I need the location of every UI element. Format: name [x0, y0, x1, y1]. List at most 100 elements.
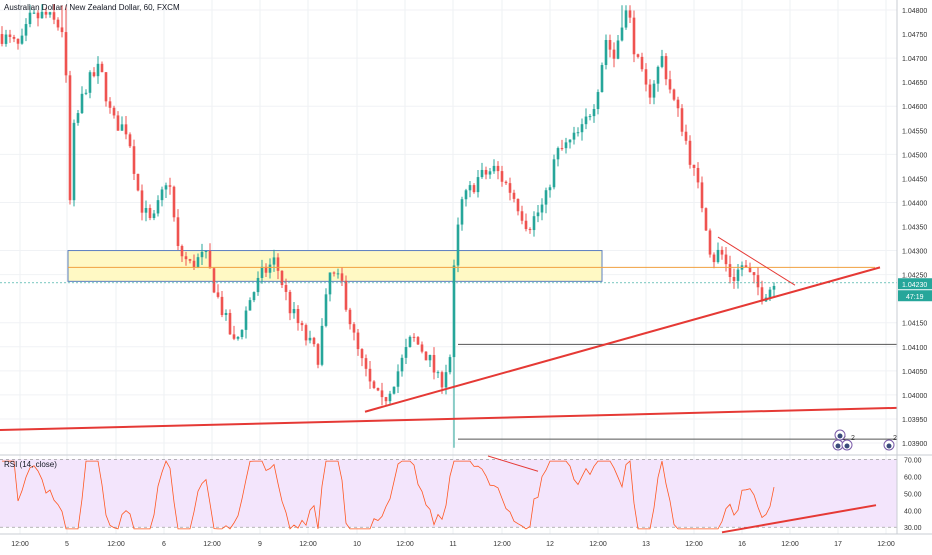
candle [100, 61, 104, 73]
candle-body [20, 35, 24, 44]
candle [520, 205, 524, 225]
event-badge-dot [886, 443, 892, 449]
candle [180, 244, 184, 263]
price-tick-label: 1.04250 [902, 273, 927, 280]
candle-body [28, 12, 32, 25]
candle-body [460, 199, 464, 225]
candle [184, 251, 188, 266]
candle-body [620, 27, 624, 41]
candle-body [380, 390, 384, 398]
candle [284, 278, 288, 301]
candle [532, 211, 536, 237]
candle-body [340, 273, 344, 281]
candle [296, 305, 300, 331]
candle [484, 166, 488, 180]
candle [12, 34, 16, 43]
countdown-label: 47:19 [906, 294, 924, 301]
candle [384, 396, 388, 406]
candle [128, 132, 132, 149]
candle [516, 198, 520, 216]
rsi-tick-label: 30.00 [904, 525, 922, 532]
candle-body [16, 38, 20, 44]
rsi-line [2, 460, 775, 530]
candle-body [672, 89, 676, 100]
candle [488, 167, 492, 179]
candle-body [36, 12, 40, 19]
candle-body [96, 63, 100, 77]
event-badges[interactable]: 222 [832, 429, 897, 451]
candle [736, 264, 740, 289]
candle-body [528, 229, 532, 231]
drawn-lines[interactable] [0, 236, 898, 440]
candle-body [556, 148, 560, 160]
candle [380, 382, 384, 406]
candle-body [216, 292, 220, 297]
candle [120, 116, 124, 131]
resistance-zone[interactable] [67, 250, 603, 282]
candle-body [428, 354, 432, 361]
candle-body [576, 132, 580, 134]
candle [96, 56, 100, 84]
candle-body [664, 56, 668, 80]
candle [208, 243, 212, 269]
candle-body [476, 177, 480, 193]
candle-body [720, 249, 724, 255]
candle-body [432, 354, 436, 373]
candle [720, 246, 724, 260]
candle-body [132, 146, 136, 174]
candle-body [296, 308, 300, 324]
candle [0, 26, 4, 47]
candle-body [180, 245, 184, 257]
candle [456, 217, 460, 273]
candle-body [520, 211, 524, 221]
candle-body [300, 323, 304, 326]
candle-body [60, 27, 64, 33]
candle [500, 165, 504, 187]
candle [204, 250, 208, 259]
candle-body [348, 309, 352, 325]
candle-body [200, 251, 204, 258]
time-tick-label: 5 [65, 541, 69, 548]
candle-body [504, 181, 508, 184]
candle-body [608, 40, 612, 50]
candle [260, 259, 264, 284]
candle-body [244, 310, 248, 330]
candle-body [548, 187, 552, 191]
candle-body [584, 116, 588, 125]
candle-body [592, 109, 596, 117]
rsi-pane[interactable] [0, 455, 897, 534]
candle [584, 108, 588, 130]
candle-body [736, 269, 740, 281]
price-tick-label: 1.04500 [902, 152, 927, 159]
candle-body [352, 324, 356, 333]
candle-body [192, 260, 196, 268]
candle-body [564, 142, 568, 149]
candle [16, 38, 20, 50]
candle [240, 329, 244, 340]
candle-body [628, 10, 632, 18]
candle-body [412, 336, 416, 338]
candle-body [408, 336, 412, 348]
candle [412, 333, 416, 342]
candle-body [580, 124, 584, 133]
candle-body [700, 182, 704, 209]
candle-body [160, 189, 164, 201]
candle-body [376, 387, 380, 391]
time-tick-label: 12:00 [203, 541, 221, 548]
time-tick-label: 12:00 [781, 541, 799, 548]
candle [232, 325, 236, 341]
candle-body [396, 371, 400, 387]
candle [592, 104, 596, 123]
candle-body [184, 256, 188, 260]
candle [692, 164, 696, 176]
candle-body [488, 171, 492, 175]
candle [236, 335, 240, 341]
ascending-trendline [364, 266, 881, 413]
time-tick-label: 12 [546, 541, 554, 548]
candle-body [772, 285, 776, 290]
candle-body [196, 257, 200, 268]
rsi-tick-label: 60.00 [904, 474, 922, 481]
candle [460, 196, 464, 231]
